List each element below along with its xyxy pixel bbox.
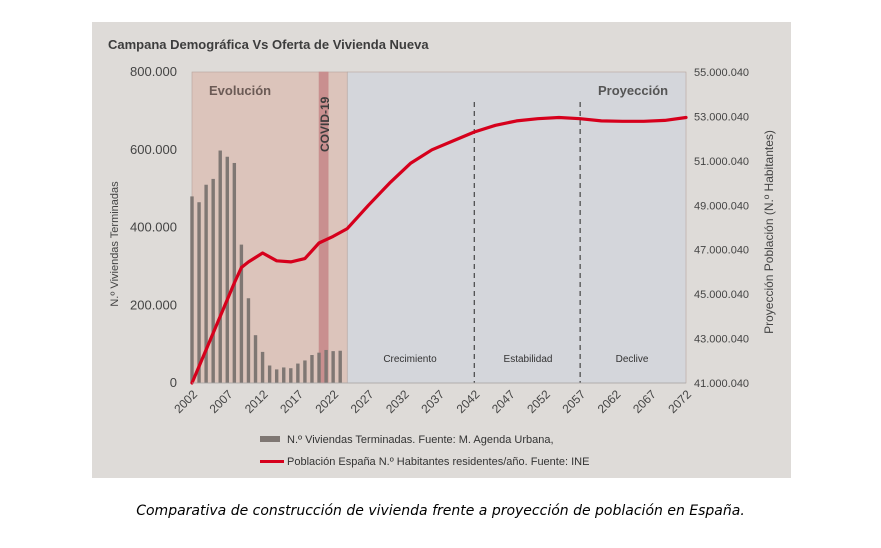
region-label-evolucion: Evolución bbox=[209, 83, 271, 98]
bar-2011 bbox=[253, 335, 258, 383]
legend-swatch-bars bbox=[260, 436, 280, 442]
chart-svg: Campana Demográfica Vs Oferta de Viviend… bbox=[108, 37, 776, 468]
y-left-tick: 800.000 bbox=[130, 64, 177, 79]
x-tick: 2022 bbox=[312, 387, 341, 416]
bar-2014 bbox=[274, 369, 279, 383]
bar-2002 bbox=[190, 196, 194, 383]
bar-2015 bbox=[282, 367, 286, 383]
bar-2013 bbox=[267, 365, 272, 383]
y-axis-left-label: N.º Viviendas Terminadas bbox=[109, 181, 121, 307]
region-2 bbox=[346, 71, 687, 384]
bar-2006 bbox=[218, 150, 222, 383]
bar-2010 bbox=[246, 298, 251, 383]
bar-2009 bbox=[239, 244, 244, 383]
legend-swatch-line bbox=[260, 460, 284, 463]
figure-caption: Comparativa de construcción de vivienda … bbox=[136, 503, 745, 519]
y-right-tick: 45.000.040 bbox=[694, 289, 749, 301]
bar-2012 bbox=[260, 351, 265, 383]
x-tick: 2062 bbox=[595, 387, 624, 416]
y-left-tick: 0 bbox=[170, 375, 177, 390]
y-right-tick: 41.000.040 bbox=[694, 378, 749, 390]
y-left-tick: 600.000 bbox=[130, 142, 177, 157]
chart-title: Campana Demográfica Vs Oferta de Viviend… bbox=[108, 37, 429, 52]
y-right-tick: 47.000.040 bbox=[694, 245, 749, 257]
x-tick: 2072 bbox=[665, 387, 694, 416]
legend-label-line: Población España N.º Habitantes resident… bbox=[287, 456, 589, 468]
phase-label-estabilidad: Estabilidad bbox=[504, 354, 553, 365]
x-tick: 2027 bbox=[348, 387, 377, 416]
bar-2023 bbox=[338, 350, 342, 383]
y-right-tick: 49.000.040 bbox=[694, 200, 749, 212]
y-right-tick: 51.000.040 bbox=[694, 156, 749, 168]
x-tick: 2007 bbox=[207, 387, 236, 416]
chart-figure: Campana Demográfica Vs Oferta de Viviend… bbox=[92, 22, 791, 478]
phase-label-crecimiento: Crecimiento bbox=[383, 354, 437, 365]
bar-2008 bbox=[232, 162, 237, 383]
bar-2017 bbox=[296, 363, 300, 383]
legend: N.º Viviendas Terminadas. Fuente: M. Age… bbox=[260, 434, 589, 468]
y-right-tick: 55.000.040 bbox=[694, 67, 749, 79]
y-right-tick: 53.000.040 bbox=[694, 111, 749, 123]
bar-2003 bbox=[197, 202, 201, 383]
legend-label-bars: N.º Viviendas Terminadas. Fuente: M. Age… bbox=[287, 434, 554, 446]
y-left-tick: 400.000 bbox=[130, 220, 177, 235]
region-label-proyeccion: Proyección bbox=[598, 83, 668, 98]
x-tick: 2032 bbox=[383, 387, 412, 416]
x-tick: 2052 bbox=[524, 387, 553, 416]
bar-2007 bbox=[225, 156, 229, 383]
population-line bbox=[190, 115, 688, 385]
x-tick: 2002 bbox=[171, 387, 200, 416]
x-tick: 2042 bbox=[454, 387, 483, 416]
x-tick: 2047 bbox=[489, 387, 518, 416]
x-tick: 2067 bbox=[630, 387, 659, 416]
x-tick: 2037 bbox=[418, 387, 447, 416]
bar-2019 bbox=[310, 355, 314, 383]
bar-2018 bbox=[303, 360, 307, 383]
bar-2005 bbox=[211, 178, 215, 383]
bar-2020 bbox=[317, 352, 321, 383]
x-tick: 2017 bbox=[277, 387, 306, 416]
x-tick: 2012 bbox=[242, 387, 271, 416]
region-label-covid: COVID-19 bbox=[318, 96, 332, 152]
y-left-tick: 200.000 bbox=[130, 297, 177, 312]
y-right-tick: 43.000.040 bbox=[694, 334, 749, 346]
y-axis-right-label: Proyección Población (N.º Habitantes) bbox=[762, 130, 776, 334]
phase-label-declive: Declive bbox=[616, 354, 649, 365]
bar-2022 bbox=[331, 351, 335, 383]
x-tick: 2057 bbox=[559, 387, 588, 416]
bar-2004 bbox=[204, 184, 208, 383]
bar-2021 bbox=[324, 349, 328, 383]
bar-2016 bbox=[289, 368, 293, 383]
